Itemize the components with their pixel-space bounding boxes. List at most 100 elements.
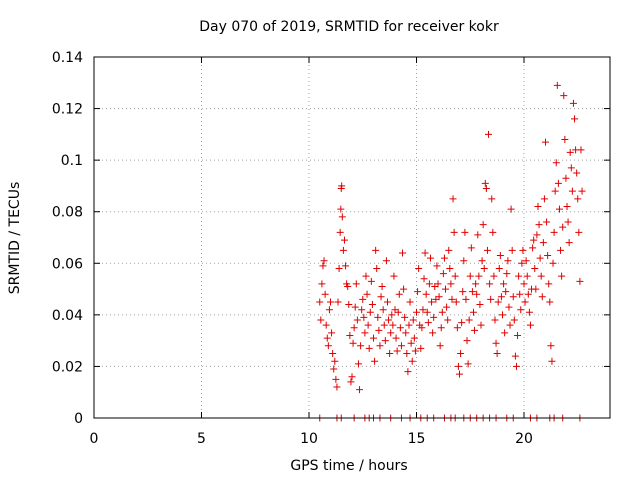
data-point bbox=[476, 301, 484, 309]
data-point bbox=[404, 368, 412, 376]
data-point bbox=[514, 331, 522, 339]
data-point bbox=[346, 331, 354, 339]
data-point bbox=[393, 347, 401, 355]
data-point bbox=[378, 282, 386, 290]
data-point bbox=[415, 264, 423, 272]
data-point bbox=[351, 303, 359, 311]
data-point bbox=[456, 370, 463, 378]
data-point bbox=[520, 280, 528, 288]
data-point bbox=[465, 316, 473, 324]
data-point bbox=[402, 329, 410, 337]
data-point bbox=[495, 264, 503, 272]
data-point bbox=[373, 264, 381, 272]
data-point bbox=[330, 365, 338, 373]
data-point bbox=[448, 295, 456, 303]
data-point bbox=[335, 264, 343, 272]
data-point bbox=[376, 342, 384, 350]
data-point bbox=[440, 254, 448, 262]
data-point bbox=[433, 262, 441, 270]
data-point bbox=[551, 187, 559, 195]
data-point bbox=[380, 321, 388, 329]
data-point bbox=[529, 244, 537, 252]
data-point bbox=[557, 246, 565, 254]
data-point bbox=[403, 350, 411, 358]
data-point bbox=[536, 254, 544, 262]
data-point bbox=[505, 303, 513, 311]
data-point bbox=[516, 290, 524, 298]
data-point bbox=[339, 246, 347, 254]
data-point bbox=[457, 350, 465, 358]
data-point bbox=[480, 264, 488, 272]
data-point bbox=[347, 378, 355, 386]
data-point bbox=[336, 228, 344, 236]
data-point bbox=[558, 272, 566, 280]
data-point bbox=[566, 148, 574, 156]
y-tick-label: 0.08 bbox=[52, 205, 83, 221]
data-point bbox=[467, 244, 475, 252]
data-point bbox=[401, 313, 409, 321]
data-point bbox=[434, 280, 442, 288]
data-point bbox=[332, 375, 340, 383]
data-point bbox=[507, 205, 515, 213]
data-point bbox=[515, 272, 523, 280]
data-point bbox=[460, 257, 468, 265]
data-point bbox=[317, 316, 325, 324]
data-point bbox=[364, 321, 372, 329]
data-point bbox=[474, 231, 482, 239]
data-point bbox=[531, 264, 539, 272]
data-point bbox=[367, 277, 375, 285]
data-point bbox=[342, 262, 350, 270]
data-point bbox=[421, 249, 429, 257]
data-point bbox=[445, 246, 453, 254]
data-point bbox=[319, 262, 327, 270]
data-point bbox=[540, 195, 548, 203]
data-point bbox=[472, 280, 480, 288]
data-point bbox=[442, 285, 450, 293]
data-point bbox=[381, 337, 389, 345]
data-point bbox=[574, 195, 582, 203]
data-point bbox=[337, 205, 345, 213]
data-point bbox=[510, 316, 518, 324]
data-point bbox=[350, 324, 358, 332]
data-point bbox=[414, 288, 422, 296]
data-point bbox=[333, 383, 341, 391]
data-point bbox=[571, 115, 579, 123]
data-point bbox=[462, 295, 470, 303]
data-point bbox=[344, 282, 352, 290]
data-point bbox=[466, 272, 474, 280]
data-point bbox=[532, 285, 540, 293]
data-point bbox=[561, 136, 569, 144]
data-point bbox=[420, 275, 428, 283]
data-point bbox=[437, 324, 445, 332]
data-point bbox=[429, 329, 437, 337]
data-point bbox=[316, 298, 324, 306]
data-point bbox=[325, 306, 333, 314]
data-point bbox=[490, 272, 498, 280]
data-point bbox=[562, 174, 570, 182]
y-axis-label: SRMTID / TECUs bbox=[7, 182, 23, 295]
data-point bbox=[395, 290, 403, 298]
data-point bbox=[459, 288, 467, 296]
data-point bbox=[559, 223, 567, 231]
x-tick-label: 20 bbox=[515, 431, 533, 447]
y-tick-label: 0.14 bbox=[52, 50, 83, 66]
data-point bbox=[525, 308, 533, 316]
data-point bbox=[363, 290, 371, 298]
data-point bbox=[348, 373, 356, 381]
data-point bbox=[500, 280, 508, 288]
data-point bbox=[379, 306, 387, 314]
data-point bbox=[475, 272, 483, 280]
data-point bbox=[375, 326, 383, 334]
data-point bbox=[501, 329, 509, 337]
data-point bbox=[338, 182, 346, 190]
data-point bbox=[371, 357, 379, 365]
data-point bbox=[485, 130, 493, 138]
data-point bbox=[552, 159, 560, 167]
data-point bbox=[385, 316, 393, 324]
data-point bbox=[438, 308, 446, 316]
data-point bbox=[392, 334, 400, 342]
data-point bbox=[419, 306, 427, 314]
data-point bbox=[425, 280, 433, 288]
data-point bbox=[575, 228, 583, 236]
data-point bbox=[508, 246, 516, 254]
